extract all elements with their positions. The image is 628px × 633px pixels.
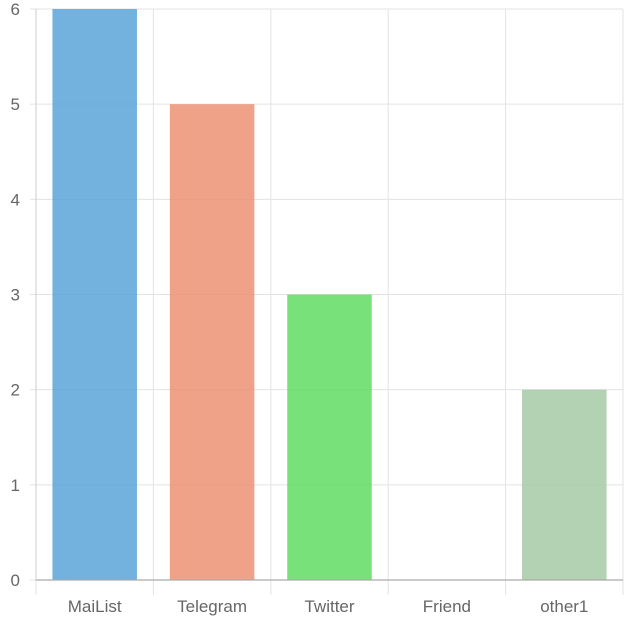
bars [52,9,607,581]
y-tick-label: 5 [11,95,20,114]
x-tick-label: other1 [540,597,588,616]
y-tick-label: 6 [11,0,20,19]
x-tick-label: Telegram [177,597,247,616]
y-tick-label: 3 [11,286,20,305]
y-tick-label: 2 [11,381,20,400]
y-tick-label: 0 [11,571,20,590]
y-tick-label: 1 [11,476,20,495]
bar-twitter[interactable] [287,294,372,581]
x-tick-label: MaiList [68,597,122,616]
tick-labels: 0 1 2 3 4 5 6 MaiList Telegram Twitter Friend other… [11,0,589,616]
bar-other1[interactable] [522,389,607,580]
x-tick-label: Friend [423,597,471,616]
x-tick-label: Twitter [304,597,354,616]
y-tick-label: 4 [11,190,20,209]
bar-telegram[interactable] [169,104,255,581]
axes [35,9,623,581]
bar-mailist[interactable] [52,9,137,580]
